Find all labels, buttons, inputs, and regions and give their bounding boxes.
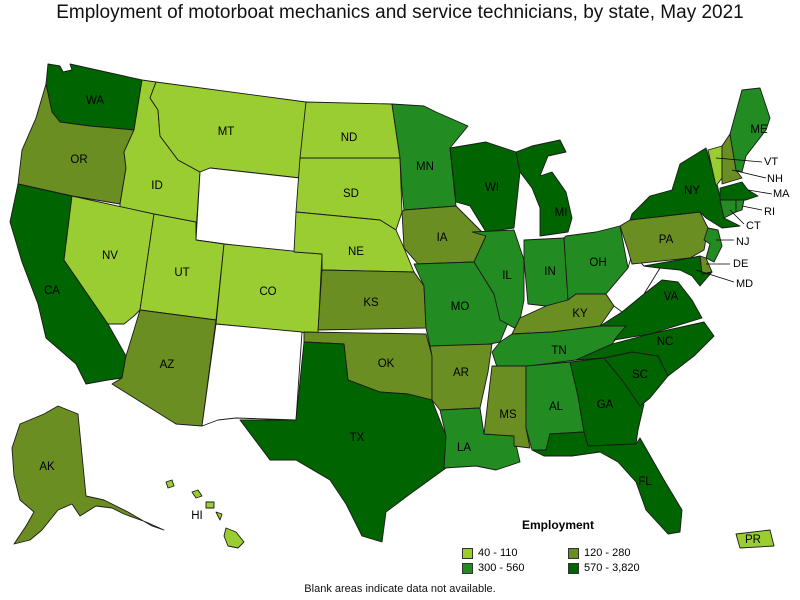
label-la: LA xyxy=(457,442,471,454)
legend-item-3: 300 - 560 xyxy=(462,561,524,575)
legend-swatch-2 xyxy=(568,547,579,559)
legend-label-1: 40 - 110 xyxy=(478,547,518,559)
state-md[interactable] xyxy=(643,255,713,287)
label-oh: OH xyxy=(589,257,606,269)
leader-ma xyxy=(747,189,773,195)
label-id: ID xyxy=(151,180,163,192)
label-wa: WA xyxy=(86,95,104,107)
label-mo: MO xyxy=(451,301,470,313)
label-tx: TX xyxy=(350,432,365,444)
footnote: Blank areas indicate data not available. xyxy=(304,583,496,595)
legend-swatch-4 xyxy=(568,562,579,574)
legend-label-2: 120 - 280 xyxy=(584,547,631,559)
label-mt: MT xyxy=(218,126,235,138)
label-wi: WI xyxy=(485,182,499,194)
label-ky: KY xyxy=(572,308,588,320)
state-il[interactable] xyxy=(471,229,525,331)
label-pr: PR xyxy=(745,534,761,546)
label-ca: CA xyxy=(44,285,60,297)
label-ok: OK xyxy=(378,358,395,370)
state-nd[interactable] xyxy=(299,101,401,159)
label-ms: MS xyxy=(499,409,517,421)
state-nj[interactable] xyxy=(703,227,723,263)
label-va: VA xyxy=(664,291,679,303)
label-pa: PA xyxy=(659,234,674,246)
state-la[interactable] xyxy=(439,407,521,471)
label-mn: MN xyxy=(416,161,434,173)
label-mi: MI xyxy=(555,207,568,219)
state-tx[interactable] xyxy=(239,341,447,543)
label-fl: FL xyxy=(638,476,652,488)
leader-ct xyxy=(729,209,745,225)
label-ar: AR xyxy=(453,367,469,379)
state-hi-islands[interactable] xyxy=(165,479,223,521)
label-az: AZ xyxy=(160,359,175,371)
legend-item-2: 120 - 280 xyxy=(568,546,630,560)
legend-swatch-1 xyxy=(462,547,473,559)
leader-md xyxy=(695,269,735,283)
label-ga: GA xyxy=(597,399,614,411)
label-nc: NC xyxy=(657,336,674,348)
state-ri[interactable] xyxy=(735,199,745,213)
label-co: CO xyxy=(259,286,276,298)
state-hi[interactable] xyxy=(223,527,245,549)
legend-item-1: 40 - 110 xyxy=(462,546,518,560)
state-ak[interactable] xyxy=(11,405,165,545)
label-ks: KS xyxy=(363,297,379,309)
label-il: IL xyxy=(502,270,512,282)
label-ut: UT xyxy=(174,267,189,279)
label-ny: NY xyxy=(684,185,700,197)
state-wi[interactable] xyxy=(449,141,521,233)
label-nj: NJ xyxy=(736,236,749,248)
state-nm[interactable] xyxy=(201,323,303,427)
legend-label-3: 300 - 560 xyxy=(478,562,525,574)
label-nh: NH xyxy=(767,173,783,185)
label-ct: CT xyxy=(746,220,761,232)
label-in: IN xyxy=(544,266,556,278)
leader-vt xyxy=(715,157,763,163)
legend-item-4: 570 - 3,820 xyxy=(568,561,640,575)
state-pr[interactable] xyxy=(735,529,775,549)
label-ia: IA xyxy=(437,232,448,244)
label-me: ME xyxy=(750,124,768,136)
label-ak: AK xyxy=(39,461,55,473)
label-md: MD xyxy=(736,278,753,290)
state-nc[interactable] xyxy=(575,321,715,377)
state-mi[interactable] xyxy=(515,139,573,237)
legend-title: Employment xyxy=(522,518,595,532)
label-ma: MA xyxy=(773,188,790,200)
label-or: OR xyxy=(70,154,87,166)
state-fl[interactable] xyxy=(531,431,683,535)
label-vt: VT xyxy=(764,156,778,168)
state-wy[interactable] xyxy=(195,167,301,255)
label-ne: NE xyxy=(348,246,364,258)
label-sd: SD xyxy=(343,188,359,200)
label-tn: TN xyxy=(551,345,566,357)
label-nv: NV xyxy=(102,250,118,262)
label-sc: SC xyxy=(632,369,648,381)
label-de: DE xyxy=(733,258,748,270)
state-labels: WA OR CA ID NV MT UT AZ CO ND SD NE KS O… xyxy=(39,95,790,546)
label-al: AL xyxy=(549,401,564,413)
legend-swatch-3 xyxy=(462,562,473,574)
label-ri: RI xyxy=(764,206,775,218)
label-nd: ND xyxy=(341,132,358,144)
map-title: Employment of motorboat mechanics and se… xyxy=(56,2,744,23)
label-hi: HI xyxy=(191,510,203,522)
leader-ri xyxy=(741,205,763,211)
state-me[interactable] xyxy=(729,87,771,173)
legend-label-4: 570 - 3,820 xyxy=(584,562,640,574)
leader-nh xyxy=(731,169,767,179)
